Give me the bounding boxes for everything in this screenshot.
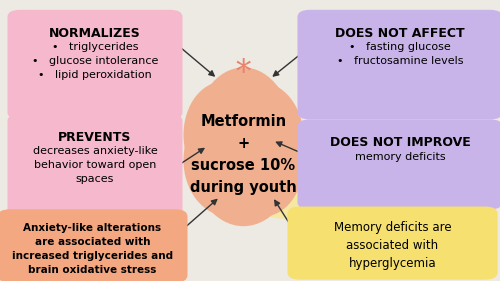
Text: DOES NOT IMPROVE: DOES NOT IMPROVE [330,136,470,149]
Ellipse shape [188,90,309,219]
FancyBboxPatch shape [298,119,500,209]
Text: Memory deficits are
associated with
hyperglycemia: Memory deficits are associated with hype… [334,221,452,269]
Text: decreases anxiety-like
behavior toward open
spaces: decreases anxiety-like behavior toward o… [32,146,158,184]
Text: *: * [236,58,251,89]
FancyBboxPatch shape [288,207,498,280]
FancyBboxPatch shape [8,10,182,119]
Text: Anxiety-like alterations
are associated with
increased triglycerides and
brain o: Anxiety-like alterations are associated … [12,223,173,275]
Ellipse shape [188,72,298,226]
Text: Metformin
+
sucrose 10%
during youth: Metformin + sucrose 10% during youth [190,114,297,195]
FancyBboxPatch shape [8,114,182,218]
Text: •   fasting glucose
•   fructosamine levels: • fasting glucose • fructosamine levels [337,42,463,66]
Ellipse shape [184,81,264,188]
Text: •   triglycerides
•   glucose intolerance
•   lipid peroxidation: • triglycerides • glucose intolerance • … [32,42,158,80]
FancyBboxPatch shape [298,10,500,119]
Ellipse shape [214,81,304,194]
Text: PREVENTS: PREVENTS [58,131,132,144]
Text: NORMALIZES: NORMALIZES [49,27,141,40]
Ellipse shape [184,104,274,216]
Ellipse shape [194,67,294,208]
Text: memory deficits: memory deficits [354,152,446,162]
Ellipse shape [224,110,304,216]
Text: DOES NOT AFFECT: DOES NOT AFFECT [335,27,465,40]
FancyBboxPatch shape [0,209,188,281]
